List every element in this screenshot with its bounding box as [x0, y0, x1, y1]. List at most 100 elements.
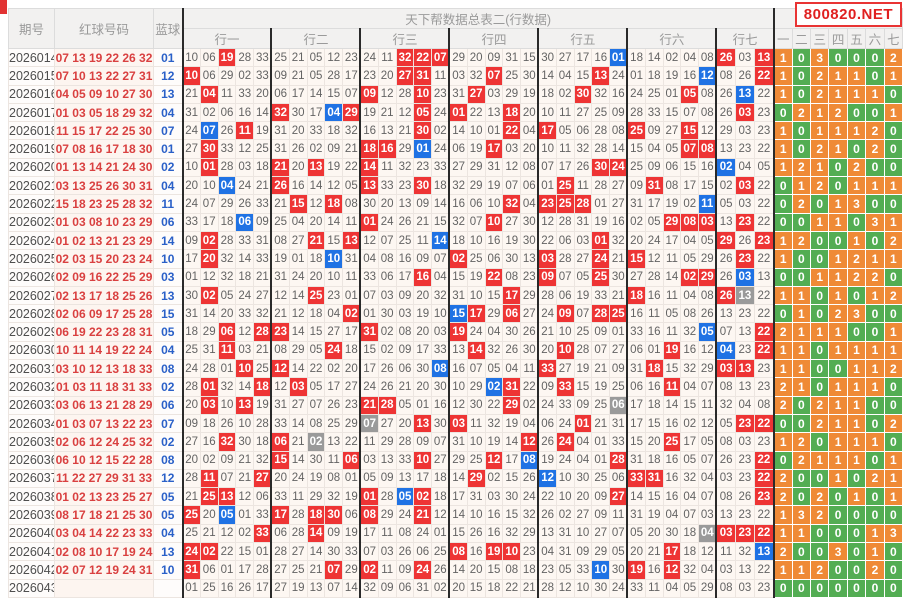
grid-number: 24	[609, 66, 628, 86]
grid-number: 16	[662, 413, 682, 434]
grid-number: 26	[734, 487, 755, 507]
grid-number: 26	[520, 468, 539, 489]
grid-number: 18	[342, 340, 361, 361]
blue-ball-cell: 06	[153, 395, 184, 415]
grid-number: 09	[359, 84, 379, 104]
grid-number: 33	[626, 468, 646, 489]
grid-number: 09	[217, 450, 237, 470]
count-cell: 1	[883, 487, 903, 507]
grid-number: 07	[431, 249, 450, 269]
grid-number: 13	[520, 249, 539, 269]
grid-number: 23	[431, 84, 450, 104]
grid-number: 02	[662, 47, 682, 68]
grid-number: 23	[753, 432, 775, 452]
grid-number: 08	[715, 487, 736, 507]
grid-number: 12	[537, 468, 557, 489]
grid-number: 03	[734, 176, 755, 196]
grid-number: 23	[734, 450, 755, 470]
grid-number: 04	[288, 212, 308, 232]
grid-number: 23	[520, 267, 539, 287]
grid-number: 27	[288, 542, 308, 562]
count-cell: 0	[846, 212, 867, 232]
blue-ball-cell: 11	[153, 194, 184, 214]
grid-number: 20	[537, 340, 557, 361]
grid-number: 07	[199, 194, 219, 214]
site-badge[interactable]: 800820.NET	[794, 2, 902, 27]
grid-number: 19	[253, 395, 272, 415]
grid-number: 02	[484, 377, 504, 397]
grid-number: 14	[288, 322, 308, 342]
grid-number: 12	[235, 139, 255, 159]
grid-number: 27	[609, 194, 628, 214]
grid-number: 12	[324, 176, 344, 196]
count-cell: 1	[791, 176, 812, 196]
grid-number: 18	[502, 102, 522, 123]
grid-number: 07	[199, 121, 219, 141]
grid-number: 13	[306, 157, 326, 178]
grid-number: 02	[235, 523, 255, 544]
header-count-3: 三	[810, 28, 830, 49]
count-cell: 1	[846, 359, 867, 379]
grid-number: 29	[698, 249, 717, 269]
count-cell: 0	[772, 194, 793, 214]
grid-number: 30	[413, 176, 433, 196]
grid-number: 18	[644, 66, 664, 86]
grid-number: 24	[413, 560, 433, 580]
grid-number: 02	[306, 432, 326, 452]
table-row: 2026019 07 08 16 17 18 30 01 27 30 33 12 25 31 26…	[8, 139, 903, 159]
grid-number: 29	[466, 176, 486, 196]
grid-number: 22	[753, 304, 775, 324]
issue-cell: 2026016	[8, 84, 55, 104]
grid-number: 12	[484, 450, 504, 470]
grid-number: 23	[734, 249, 755, 269]
grid-number: 22	[342, 157, 361, 178]
grid-number: 26	[235, 578, 255, 598]
grid-number: 15	[502, 468, 522, 489]
grid-number: 11	[342, 267, 361, 287]
blue-ball-cell: 04	[153, 102, 184, 123]
grid-number: 21	[306, 560, 326, 580]
grid-number: 15	[448, 523, 468, 544]
grid-number: 15	[466, 578, 486, 598]
grid-number: 28	[199, 359, 219, 379]
grid-number: 01	[181, 267, 201, 287]
grid-number: 29	[698, 578, 717, 598]
grid-number: 17	[662, 542, 682, 562]
grid-number: 01	[626, 66, 646, 86]
grid-number: 25	[555, 194, 575, 214]
count-cell: 1	[883, 212, 903, 232]
grid-number: 20	[448, 578, 468, 598]
grid-number: 10	[573, 578, 593, 598]
grid-number: 32	[715, 395, 736, 415]
red-balls-cell: 01 03 08 10 23 29	[54, 212, 154, 232]
count-cell: 0	[772, 267, 793, 287]
grid-number: 10	[413, 450, 433, 470]
grid-number: 09	[181, 230, 201, 251]
grid-number: 04	[573, 450, 593, 470]
grid-number: 06	[484, 249, 504, 269]
grid-number: 03	[377, 285, 397, 306]
count-cell: 0	[828, 505, 848, 525]
grid-number: 19	[484, 432, 504, 452]
grid-number: 22	[753, 468, 775, 489]
grid-number: 03	[377, 542, 397, 562]
grid-number: 25	[270, 47, 290, 68]
count-cell: 0	[865, 505, 885, 525]
grid-number: 26	[270, 176, 290, 196]
grid-number: 29	[448, 450, 468, 470]
grid-number: 01	[181, 578, 201, 598]
grid-number: 17	[502, 285, 522, 306]
count-cell: 1	[883, 340, 903, 361]
grid-number: 10	[324, 267, 344, 287]
grid-number: 04	[715, 340, 736, 361]
grid-number: 20	[306, 212, 326, 232]
grid-number: 17	[466, 304, 486, 324]
grid-number: 27	[288, 395, 308, 415]
grid-number: 18	[181, 322, 201, 342]
grid-number: 22	[502, 578, 522, 598]
count-cell: 0	[828, 230, 848, 251]
blue-ball-cell: 12	[153, 468, 184, 489]
grid-number: 29	[342, 413, 361, 434]
grid-number: 24	[181, 359, 201, 379]
grid-number: 29	[448, 47, 468, 68]
